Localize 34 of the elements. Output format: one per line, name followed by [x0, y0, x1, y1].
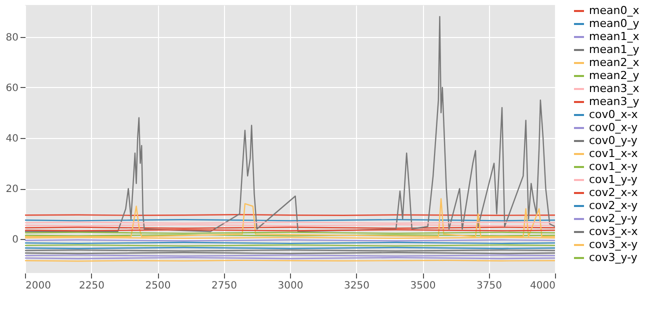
legend-label: mean0_x [589, 4, 640, 17]
x-tick-label: 2750 [212, 280, 237, 292]
x-tick-label: 3000 [278, 280, 304, 292]
y-tick-label: 40 [6, 133, 18, 144]
y-tick-label: 0 [12, 234, 18, 246]
x-tick-label: 2000 [26, 280, 51, 292]
legend-label: cov2_x-y [589, 199, 638, 212]
legend-label: mean3_x [589, 82, 640, 95]
legend-label: cov1_x-x [589, 147, 638, 160]
legend-label: cov0_x-y [589, 121, 638, 134]
x-tick-label: 3750 [476, 280, 502, 292]
y-tick-label: 20 [6, 184, 18, 196]
legend-label: cov1_y-y [589, 173, 638, 186]
legend-label: cov3_y-y [589, 251, 638, 264]
x-tick-label: 4000 [530, 280, 556, 292]
legend-label: mean1_y [589, 43, 640, 56]
x-tick-label: 3500 [410, 280, 436, 292]
legend-label: cov3_x-x [589, 225, 638, 238]
legend-label: cov0_x-x [589, 108, 638, 121]
legend-label: cov3_x-y [589, 238, 638, 251]
legend-label: mean1_x [589, 30, 640, 43]
legend-label: mean0_y [589, 17, 640, 30]
y-tick-label: 80 [6, 32, 18, 44]
legend-label: mean2_y [589, 69, 640, 82]
legend-label: cov1_x-y [589, 160, 638, 173]
legend-label: mean3_y [589, 95, 640, 108]
x-tick-label: 2250 [79, 280, 104, 292]
x-tick-label: 3250 [344, 280, 370, 292]
legend-label: cov2_y-y [589, 212, 638, 225]
x-tick-label: 2500 [145, 280, 171, 292]
legend-label: cov0_y-y [589, 134, 638, 147]
legend-label: cov2_x-x [589, 186, 638, 199]
y-tick-label: 60 [6, 82, 18, 94]
legend-label: mean2_x [589, 56, 640, 69]
